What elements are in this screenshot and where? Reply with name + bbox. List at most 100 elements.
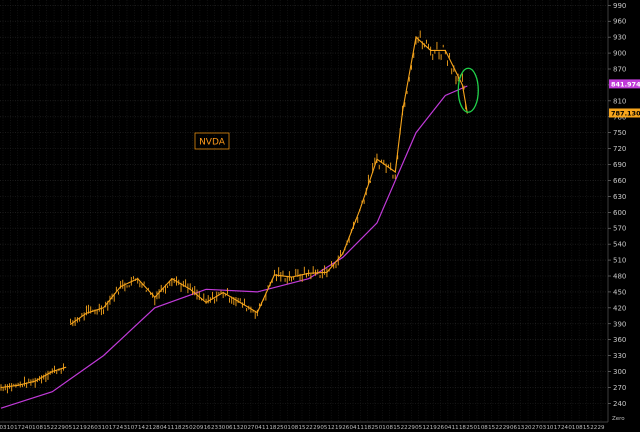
price-badge-text: 787.130000 [611,109,640,117]
x-day-tick-label: 17 [14,425,21,431]
x-day-tick-label: 24 [561,425,568,431]
price-point [205,301,207,304]
x-day-tick-label: 06 [226,425,233,431]
price-point [430,49,432,52]
x-day-tick-label: 12 [328,425,335,431]
x-day-tick-label: 29 [408,425,415,431]
y-tick-label: 900 [613,50,626,58]
y-tick-label: 390 [613,320,626,328]
x-day-tick-label: 25 [466,425,473,431]
x-day-tick-label: 25 [182,425,189,431]
x-day-tick-label: 03 [94,425,101,431]
price-point [222,291,224,294]
y-tick-label: 660 [613,177,626,185]
x-day-tick-label: 11 [452,425,459,431]
x-day-tick-label: 19 [430,425,437,431]
ticker-label: NVDA [199,138,226,148]
x-day-tick-label: 15 [43,425,50,431]
x-day-tick-label: 04 [444,425,451,431]
price-point [273,274,276,276]
x-day-tick-label: 11 [262,425,269,431]
x-day-tick-label: 03 [0,425,7,431]
y-tick-label: 360 [613,336,626,344]
price-point [120,286,122,288]
x-day-tick-label: 22 [495,425,502,431]
x-day-tick-label: 22 [590,425,597,431]
y-tick-label: 510 [613,257,626,265]
gridlines [0,0,608,422]
x-day-tick-label: 31 [123,425,130,431]
x-day-tick-label: 29 [598,425,605,431]
x-day-tick-label: 20 [525,425,532,431]
watermark: Zero [612,416,625,422]
x-day-tick-label: 02 [189,425,196,431]
price-point [69,323,72,325]
x-day-tick-label: 04 [350,425,357,431]
x-day-tick-label: 27 [247,425,254,431]
x-day-tick-label: 17 [109,425,116,431]
x-day-tick-label: 18 [364,425,371,431]
x-day-tick-label: 08 [291,425,298,431]
x-day-tick-label: 22 [401,425,408,431]
x-day-tick-label: 21 [145,425,152,431]
x-day-tick-label: 19 [80,425,87,431]
x-day-tick-label: 30 [218,425,225,431]
price-point [394,171,396,173]
x-day-tick-label: 15 [488,425,495,431]
y-tick-label: 600 [613,209,626,217]
x-day-tick-label: 08 [481,425,488,431]
price-badges: 841.974000 787.130000 [609,79,640,118]
x-day-tick-label: 05 [65,425,72,431]
price-badge-text: 841.974000 [611,80,640,88]
price-point [154,296,156,298]
x-day-tick-label: 07 [131,425,138,431]
y-tick-label: 810 [613,97,626,105]
x-day-tick-label: 29 [503,425,510,431]
price-point [34,380,36,382]
y-tick-label: 930 [613,34,626,42]
x-day-tick-label: 23 [211,425,218,431]
x-day-tick-label: 13 [233,425,240,431]
price-point [415,36,417,38]
y-tick-label: 750 [613,129,626,137]
x-day-tick-label: 26 [342,425,349,431]
y-tick-label: 720 [613,145,626,153]
x-day-tick-label: 16 [204,425,211,431]
x-day-tick-label: 18 [459,425,466,431]
x-day-tick-label: 01 [474,425,481,431]
price-point [239,301,241,304]
price-badge [609,79,640,89]
y-tick-label: 450 [613,288,626,296]
x-day-tick-label: 01 [29,425,36,431]
y-tick-label: 300 [613,368,626,376]
x-day-tick-label: 27 [532,425,539,431]
moving-average-line [0,85,468,409]
price-point [342,253,344,255]
x-day-tick-label: 04 [160,425,167,431]
y-tick-label: 420 [613,304,626,312]
price-point [326,271,328,273]
x-day-tick-label: 01 [284,425,291,431]
ticker-label-frame [194,132,230,150]
price-point [376,158,378,160]
price-point [0,386,2,389]
x-day-tick-label: 04 [255,425,262,431]
x-day-tick-label: 24 [21,425,28,431]
price-point [401,110,404,112]
price-point [85,312,88,314]
x-day-tick-label: 29 [58,425,65,431]
x-day-tick-label: 22 [306,425,313,431]
x-day-tick-label: 19 [335,425,342,431]
y-tick-label: 870 [613,66,626,74]
x-day-tick-label: 14 [138,425,145,431]
x-axis: 03 10 17 24 01 08 15 22 29 05 12 19 26 03 10 17 24 31 07 14… [0,421,608,431]
x-day-tick-label: 11 [357,425,364,431]
price-point [290,276,293,278]
y-tick-label: 240 [613,400,626,408]
x-day-tick-label: 05 [320,425,327,431]
y-tick-label: 570 [613,225,626,233]
x-day-tick-label: 20 [240,425,247,431]
x-day-tick-label: 10 [546,425,553,431]
annotation [457,67,479,113]
x-day-tick-label: 08 [36,425,43,431]
